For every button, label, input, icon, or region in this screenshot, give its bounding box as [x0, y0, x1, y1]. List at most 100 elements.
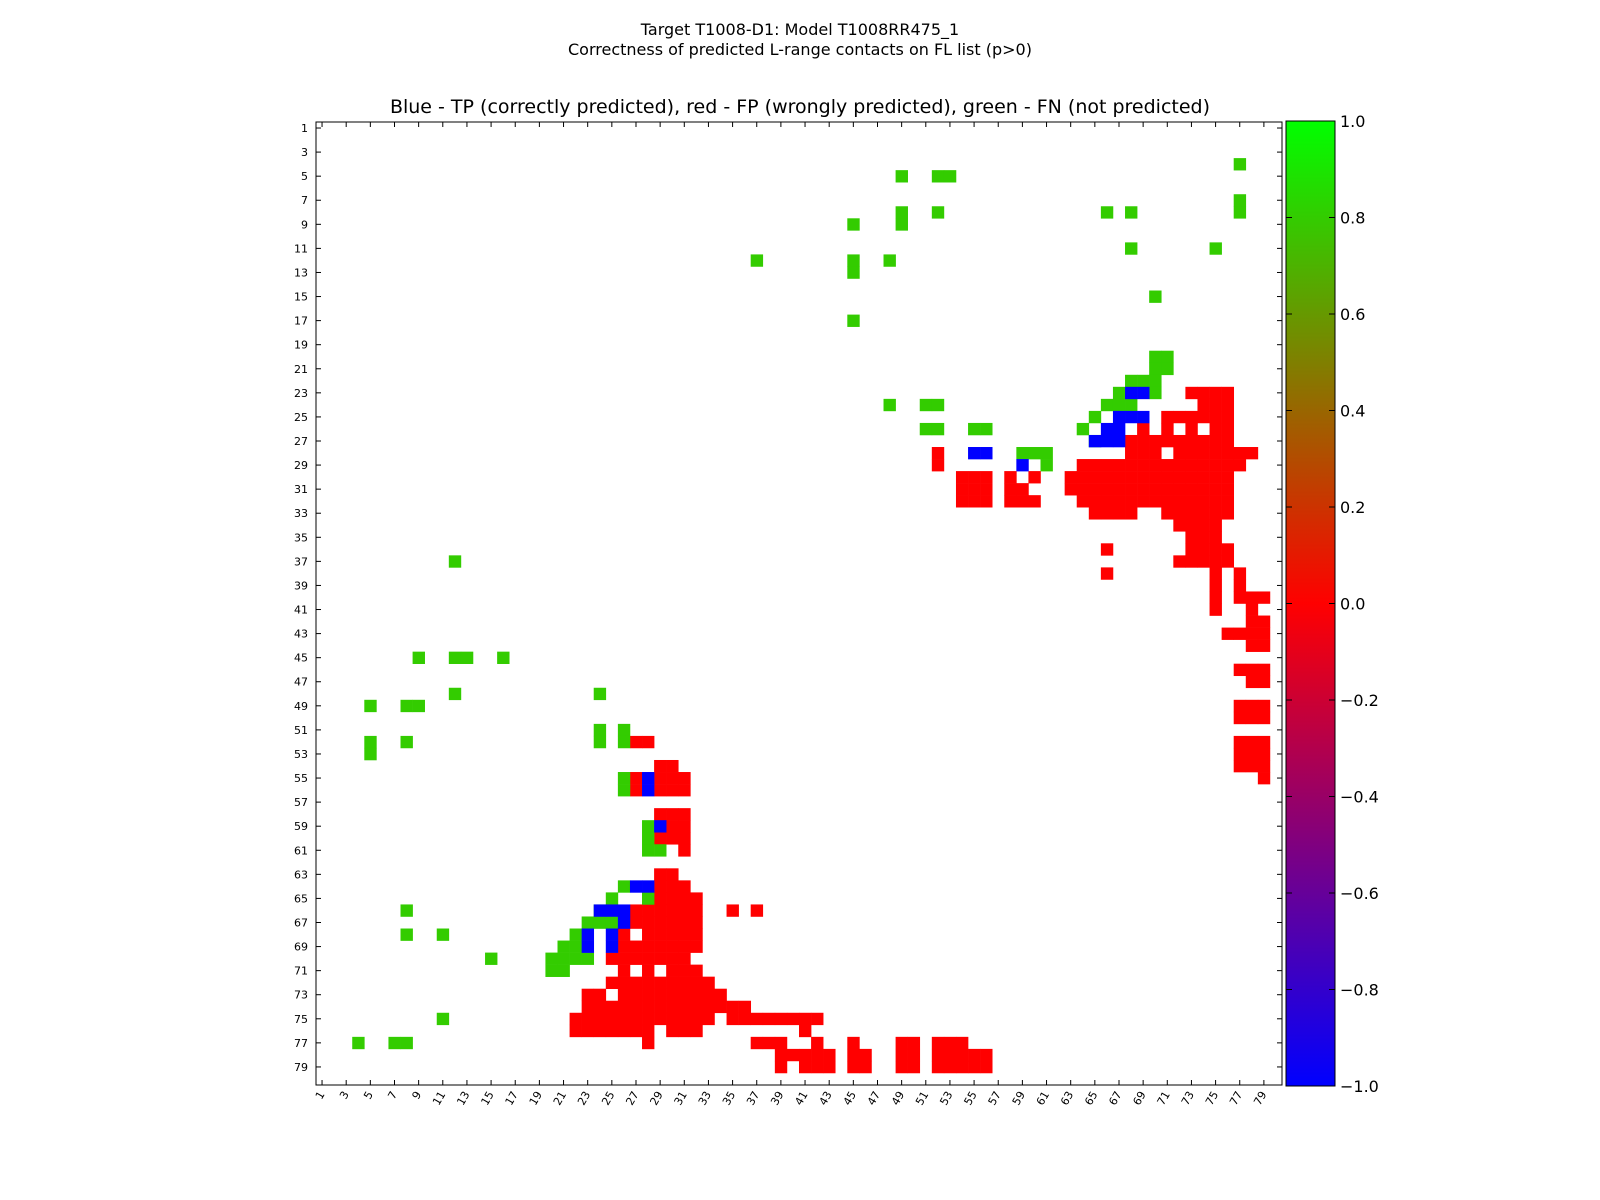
fp-cell — [1209, 591, 1222, 604]
fp-cell — [907, 1048, 921, 1062]
fp-cell — [1197, 434, 1210, 448]
fp-cell — [617, 988, 631, 1002]
fp-cell — [654, 759, 667, 773]
fn-cell — [545, 964, 558, 977]
fn-cell — [593, 916, 607, 929]
fp-cell — [1112, 507, 1126, 520]
fp-cell — [1221, 555, 1235, 568]
fp-cell — [593, 1024, 607, 1038]
y-tick-label: 77 — [294, 1037, 308, 1050]
fp-cell — [666, 976, 679, 989]
fn-cell — [931, 206, 945, 219]
fn-cell — [557, 952, 570, 965]
fp-cell — [654, 808, 667, 821]
fp-cell — [654, 940, 667, 953]
fp-cell — [1209, 507, 1222, 520]
colorbar-tick-label: 0.2 — [1340, 498, 1365, 517]
fp-cell — [1245, 699, 1259, 713]
fp-cell — [1100, 471, 1114, 484]
fp-cell — [1209, 459, 1222, 472]
fn-cell — [593, 735, 607, 749]
fp-cell — [654, 952, 667, 965]
fp-cell — [1197, 410, 1210, 424]
fn-cell — [460, 651, 474, 664]
fp-cell — [955, 483, 969, 496]
fn-cell — [1161, 362, 1174, 376]
fp-cell — [629, 916, 643, 929]
fp-cell — [895, 1060, 908, 1074]
fp-cell — [1004, 483, 1017, 496]
fp-cell — [1088, 471, 1102, 484]
fp-cell — [642, 976, 655, 989]
fp-cell — [931, 1048, 945, 1062]
y-axis-ticks: 1357911131517192123252729313335373941434… — [294, 122, 1282, 1074]
fp-cell — [666, 1024, 679, 1038]
colorbar-tick-label: −1.0 — [1340, 1077, 1379, 1096]
fp-cell — [593, 1000, 607, 1014]
fn-cell — [352, 1036, 365, 1050]
fp-cell — [931, 1060, 945, 1074]
fp-cell — [1197, 555, 1210, 568]
fp-cell — [955, 1060, 969, 1074]
fp-cell — [943, 1048, 957, 1062]
y-tick-label: 47 — [294, 676, 308, 689]
x-tick-label: 47 — [865, 1089, 883, 1108]
y-tick-label: 63 — [294, 868, 308, 881]
fp-cell — [799, 1060, 812, 1074]
fp-cell — [799, 1024, 812, 1038]
fp-cell — [642, 1036, 655, 1050]
fp-cell — [1173, 495, 1186, 508]
fn-cell — [1149, 386, 1162, 400]
y-tick-label: 65 — [294, 892, 308, 905]
fp-cell — [1125, 471, 1138, 484]
fp-cell — [1173, 410, 1186, 424]
fp-cell — [1137, 434, 1150, 448]
fn-cell — [617, 735, 631, 749]
fp-cell — [1161, 495, 1174, 508]
fp-cell — [1137, 459, 1150, 472]
fn-cell — [581, 916, 595, 929]
fp-cell — [629, 976, 643, 989]
tp-cell — [605, 928, 619, 941]
fn-cell — [400, 699, 413, 713]
fp-cell — [690, 904, 703, 917]
colorbar-tick-label: 0.0 — [1340, 595, 1365, 614]
fn-cell — [436, 928, 450, 941]
y-tick-label: 75 — [294, 1013, 308, 1026]
fp-cell — [980, 495, 993, 508]
fp-cell — [605, 976, 619, 989]
fp-cell — [1161, 410, 1174, 424]
tp-cell — [1112, 422, 1126, 436]
colorbar-tick-label: 0.4 — [1340, 402, 1365, 421]
fp-cell — [678, 1000, 691, 1014]
y-tick-label: 17 — [294, 315, 308, 328]
fp-cell — [1112, 459, 1126, 472]
fp-cell — [1137, 495, 1150, 508]
fp-cell — [1064, 471, 1078, 484]
fp-cell — [726, 1000, 739, 1014]
fp-cell — [980, 1048, 993, 1062]
fn-cell — [557, 940, 570, 953]
y-tick-label: 9 — [301, 218, 308, 231]
fp-cell — [1257, 735, 1271, 749]
fp-cell — [1185, 471, 1198, 484]
fp-cell — [654, 772, 667, 785]
fp-cell — [1100, 459, 1114, 472]
x-tick-label: 73 — [1179, 1089, 1197, 1108]
x-tick-label: 61 — [1034, 1089, 1052, 1108]
fn-cell — [1125, 398, 1138, 412]
fp-cell — [605, 1012, 619, 1026]
fp-cell — [1149, 434, 1162, 448]
fp-cell — [690, 964, 703, 977]
fp-cell — [1185, 434, 1198, 448]
y-tick-label: 25 — [294, 411, 308, 424]
fp-cell — [1173, 483, 1186, 496]
fp-cell — [1185, 410, 1198, 424]
fp-cell — [1245, 603, 1259, 616]
x-tick-label: 53 — [937, 1089, 955, 1108]
y-tick-label: 69 — [294, 941, 308, 954]
fp-cell — [823, 1048, 836, 1062]
fp-cell — [690, 916, 703, 929]
tp-cell — [1100, 434, 1114, 448]
fp-cell — [1173, 471, 1186, 484]
